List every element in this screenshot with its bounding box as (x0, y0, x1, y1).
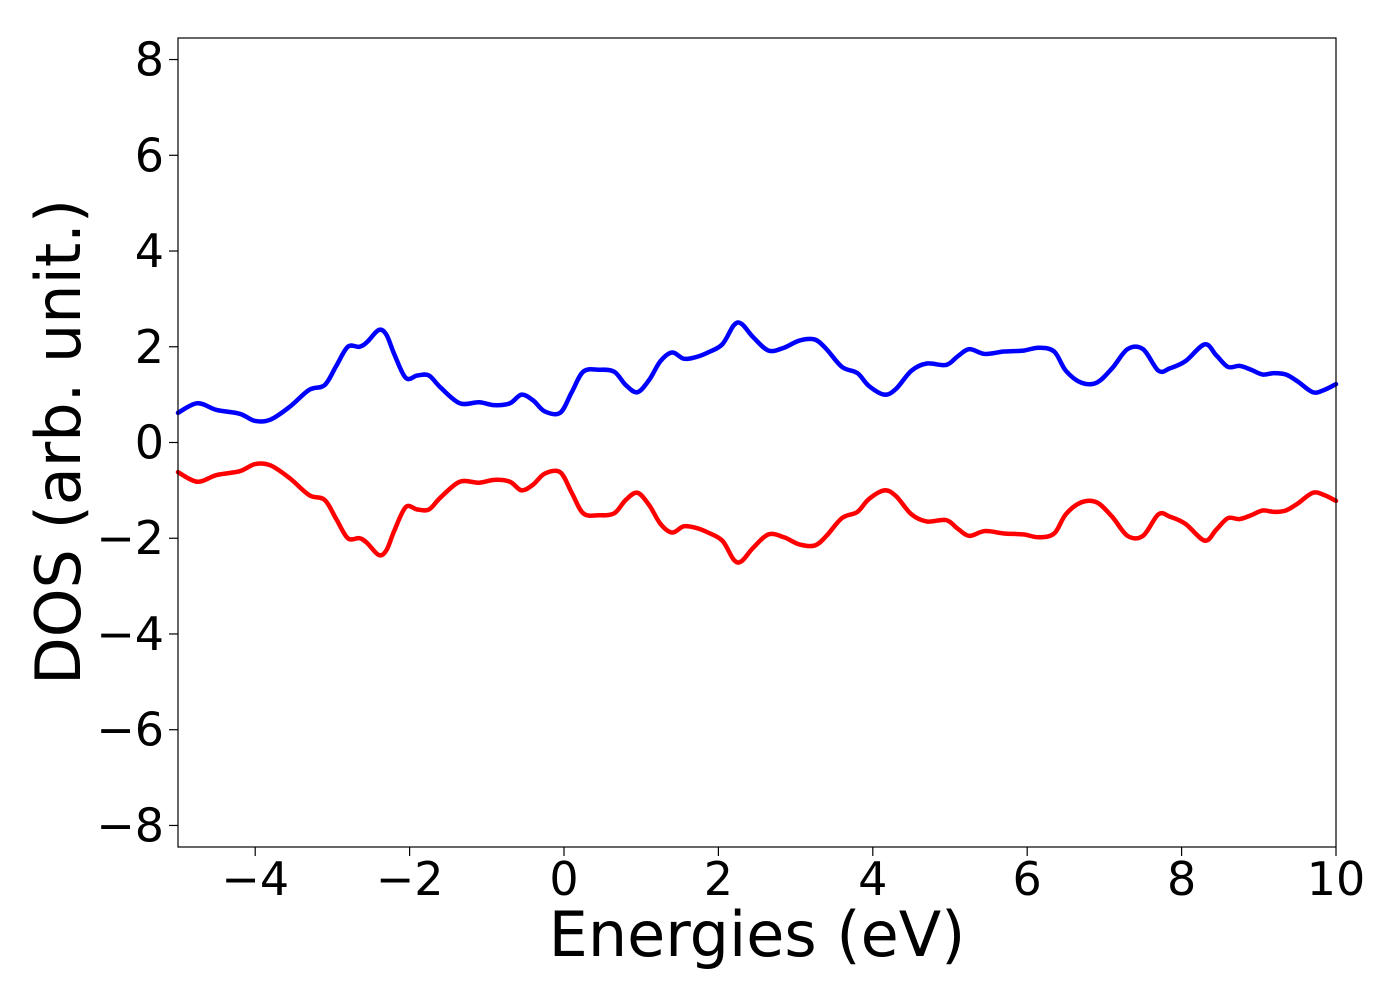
x-tick-label: −2 (376, 852, 444, 906)
plot-series (175, 320, 1339, 565)
x-axis-label: Energies (eV) (549, 898, 966, 971)
series-line-1 (175, 461, 1339, 565)
y-tick-label: 6 (135, 128, 164, 182)
y-tick-label: −2 (96, 511, 164, 565)
x-tick-label: 10 (1307, 852, 1366, 906)
y-tick-label: 2 (135, 320, 164, 374)
x-tick-label: 0 (549, 852, 578, 906)
y-tick-label: 4 (135, 224, 164, 278)
x-tick-label: −4 (221, 852, 289, 906)
y-tick-label: −4 (96, 607, 164, 661)
y-tick-label: −6 (96, 703, 164, 757)
y-axis: −8 −6 −4 −2 0 2 4 6 8 (96, 33, 178, 852)
series-line-0 (175, 320, 1339, 424)
x-tick-label: 6 (1013, 852, 1042, 906)
y-axis-label: DOS (arb. unit.) (22, 199, 95, 685)
x-tick-label: 4 (858, 852, 887, 906)
x-axis: −4 −2 0 2 4 6 8 10 (221, 847, 1365, 906)
y-tick-label: 0 (135, 416, 164, 470)
x-tick-label: 2 (704, 852, 733, 906)
x-tick-label: 8 (1167, 852, 1196, 906)
plot-frame (177, 37, 1337, 848)
y-tick-label: −8 (96, 798, 164, 852)
y-tick-label: 8 (135, 33, 164, 87)
